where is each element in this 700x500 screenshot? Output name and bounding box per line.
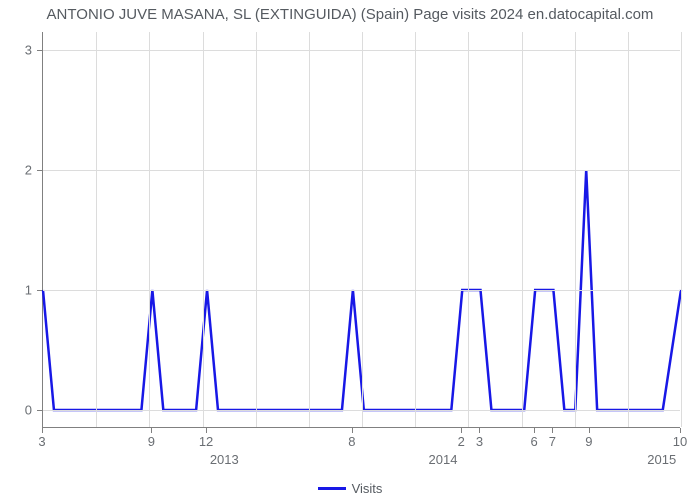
y-tick-label: 3: [0, 43, 32, 58]
x-tick-label: 8: [348, 434, 355, 449]
gridline-v: [415, 32, 416, 427]
legend-label: Visits: [352, 481, 383, 496]
x-tick-label: 12: [199, 434, 213, 449]
x-tick-label: 7: [549, 434, 556, 449]
y-tick-label: 0: [0, 403, 32, 418]
x-tick: [352, 428, 353, 433]
x-tick: [151, 428, 152, 433]
y-tick: [37, 290, 42, 291]
y-tick-label: 2: [0, 163, 32, 178]
gridline-v: [628, 32, 629, 427]
x-tick: [552, 428, 553, 433]
legend: Visits: [0, 481, 700, 496]
x-tick: [461, 428, 462, 433]
x-tick-label: 10: [673, 434, 687, 449]
x-tick: [206, 428, 207, 433]
y-tick: [37, 50, 42, 51]
x-tick-label: 2: [458, 434, 465, 449]
x-tick-label: 6: [531, 434, 538, 449]
gridline-v: [681, 32, 682, 427]
x-tick: [42, 428, 43, 433]
x-tick-label: 9: [148, 434, 155, 449]
gridline-v: [362, 32, 363, 427]
plot-area: [42, 32, 680, 428]
gridline-v: [309, 32, 310, 427]
x-year-label: 2014: [429, 452, 458, 467]
gridline-v: [203, 32, 204, 427]
x-tick: [680, 428, 681, 433]
x-year-label: 2015: [647, 452, 676, 467]
chart-container: { "title": "ANTONIO JUVE MASANA, SL (EXT…: [0, 0, 700, 500]
gridline-v: [96, 32, 97, 427]
gridline-v: [522, 32, 523, 427]
legend-swatch: [318, 487, 346, 490]
gridline-v: [149, 32, 150, 427]
y-tick-label: 1: [0, 283, 32, 298]
x-tick: [534, 428, 535, 433]
x-tick: [479, 428, 480, 433]
x-tick-label: 3: [476, 434, 483, 449]
x-year-label: 2013: [210, 452, 239, 467]
x-tick-label: 9: [585, 434, 592, 449]
chart-title: ANTONIO JUVE MASANA, SL (EXTINGUIDA) (Sp…: [0, 6, 700, 23]
gridline-v: [468, 32, 469, 427]
gridline-v: [256, 32, 257, 427]
x-tick: [589, 428, 590, 433]
y-tick: [37, 170, 42, 171]
y-tick: [37, 410, 42, 411]
x-tick-label: 3: [38, 434, 45, 449]
gridline-v: [575, 32, 576, 427]
